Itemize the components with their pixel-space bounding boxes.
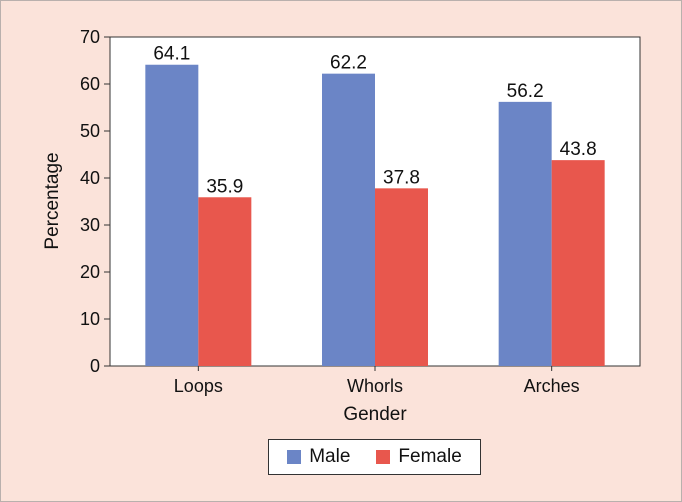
bar-male-whorls	[322, 73, 375, 366]
y-tick-label: 30	[80, 215, 100, 235]
y-tick-label: 0	[90, 356, 100, 376]
data-label-female-arches: 43.8	[560, 139, 597, 160]
legend-swatch-male	[287, 450, 302, 464]
bar-female-arches	[551, 160, 605, 366]
x-tick-label: Loops	[174, 376, 223, 396]
legend: Male Female	[268, 439, 481, 475]
y-axis-title: Percentage	[42, 152, 63, 249]
legend-item-male: Male	[287, 446, 350, 468]
legend-label-male: Male	[309, 446, 351, 467]
data-label-female-whorls: 37.8	[383, 167, 420, 188]
y-tick-label: 40	[80, 168, 100, 188]
data-label-male-whorls: 62.2	[330, 53, 367, 74]
y-tick-label: 50	[80, 121, 100, 141]
x-axis-title: Gender	[343, 404, 407, 425]
y-axis-group: 0 10 20 30 40 50 60 70	[80, 27, 110, 376]
data-label-female-loops: 35.9	[206, 176, 243, 197]
y-tick-label: 10	[80, 309, 100, 329]
bar-male-arches	[498, 101, 552, 367]
data-label-male-arches: 56.2	[507, 81, 544, 102]
x-tick-label: Whorls	[347, 376, 403, 396]
x-axis-group: Loops Whorls Arches	[174, 366, 580, 396]
y-tick-label: 70	[80, 27, 100, 47]
legend-item-female: Female	[376, 446, 462, 468]
legend-label-female: Female	[398, 446, 462, 467]
bar-female-whorls	[375, 188, 428, 366]
legend-swatch-female	[376, 450, 391, 464]
x-tick-label: Arches	[524, 376, 580, 396]
bar-male-loops	[145, 64, 199, 366]
y-tick-label: 20	[80, 262, 100, 282]
data-labels-group: 64.1 35.9 62.2 37.8 56.2 43.8	[153, 44, 596, 198]
data-label-male-loops: 64.1	[153, 44, 190, 65]
bars-group	[145, 64, 605, 367]
y-tick-label: 60	[80, 74, 100, 94]
bar-female-loops	[198, 197, 252, 366]
